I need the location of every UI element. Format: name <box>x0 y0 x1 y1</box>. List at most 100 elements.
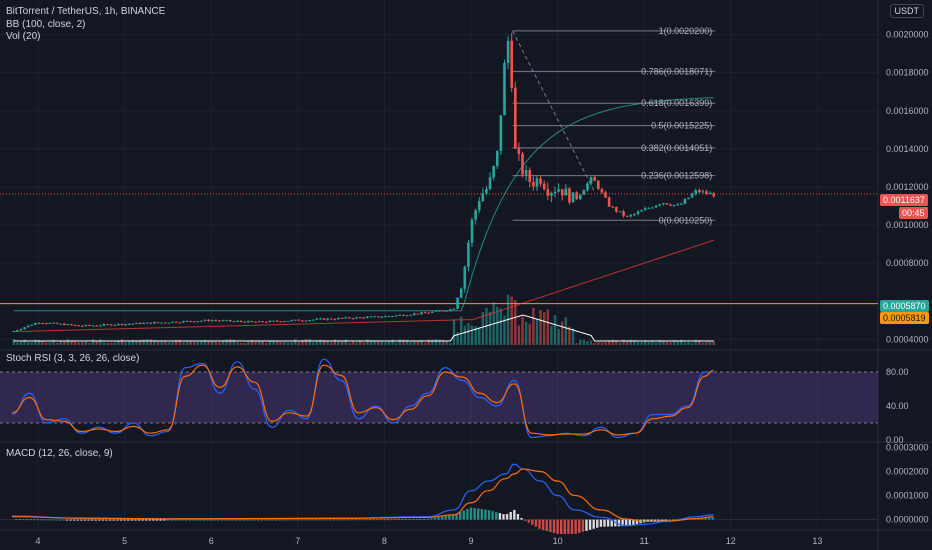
macd-histogram-bar <box>321 519 325 521</box>
macd-histogram-bar <box>296 519 299 521</box>
volume-bar <box>510 296 513 345</box>
volume-bar <box>405 339 409 345</box>
macd-histogram-bar <box>466 509 469 520</box>
macd-histogram-bar <box>62 519 65 521</box>
macd-label[interactable]: MACD (12, 26, close, 9) <box>6 448 113 459</box>
candle-body <box>600 188 604 193</box>
volume-bar <box>34 339 37 345</box>
candle-body <box>293 319 297 321</box>
volume-bar <box>546 309 549 345</box>
macd-histogram-bar <box>469 507 473 520</box>
candle-body <box>99 325 102 327</box>
macd-histogram-bar <box>596 519 599 528</box>
volume-indicator-label[interactable]: Vol (20) <box>6 31 41 42</box>
macd-histogram-bar <box>624 519 628 527</box>
candle-body <box>171 321 174 323</box>
candle-body <box>503 62 506 116</box>
price-tick-label: 0.0012000 <box>886 182 929 192</box>
volume-bar <box>106 342 109 345</box>
candle-body <box>405 315 409 317</box>
volume-bar <box>247 341 250 345</box>
stoch-rsi-label[interactable]: Stoch RSI (3, 3, 26, 26, close) <box>6 353 140 364</box>
macd-histogram-bar <box>98 519 101 521</box>
volume-bar <box>243 342 246 345</box>
currency-badge[interactable]: USDT <box>889 4 924 18</box>
macd-histogram-bar <box>527 519 530 523</box>
bb-indicator-label[interactable]: BB (100, close, 2) <box>6 19 86 30</box>
macd-histogram-bar <box>134 519 137 521</box>
candle-body <box>694 189 698 194</box>
macd-histogram-bar <box>141 519 144 521</box>
macd-histogram-bar <box>33 519 36 521</box>
macd-histogram-bar <box>343 519 346 521</box>
candle-body <box>369 316 373 318</box>
macd-histogram-bar <box>578 519 581 533</box>
macd-histogram-bar <box>448 515 451 520</box>
candle-body <box>564 188 568 196</box>
macd-histogram-bar <box>491 511 494 520</box>
macd-histogram-bar <box>347 519 350 521</box>
candle-body <box>679 203 683 205</box>
macd-histogram-bar <box>509 511 512 520</box>
volume-bar <box>467 322 470 345</box>
macd-histogram-bar <box>473 508 476 520</box>
macd-histogram-bar <box>123 519 126 521</box>
macd-histogram-bar <box>513 509 516 520</box>
macd-histogram-bar <box>462 510 465 520</box>
candle-body <box>701 191 705 193</box>
volume-bar <box>214 341 218 345</box>
volume-bar <box>524 321 528 345</box>
candle-body <box>358 317 362 319</box>
candle-body <box>225 320 228 322</box>
volume-bar <box>503 315 506 345</box>
macd-histogram-bar <box>260 519 263 521</box>
candle-body <box>416 313 420 315</box>
macd-histogram-bar <box>329 519 332 521</box>
candle-body <box>423 312 427 314</box>
macd-histogram-bar <box>152 519 155 521</box>
volume-bar <box>564 317 568 345</box>
candle-body <box>185 320 189 322</box>
candle-body <box>286 320 290 322</box>
candle-body <box>391 316 394 318</box>
candle-body <box>597 180 600 189</box>
candle-body <box>26 325 30 328</box>
macd-histogram-bar <box>76 519 79 521</box>
macd-histogram-bar <box>274 519 278 521</box>
volume-bar <box>138 340 142 345</box>
volume-bar <box>131 339 135 345</box>
macd-histogram-bar <box>372 519 375 521</box>
candle-body <box>214 320 218 322</box>
candle-body <box>708 193 712 195</box>
candle-body <box>124 324 127 326</box>
volume-bar <box>265 342 268 345</box>
volume-bar <box>672 339 676 345</box>
macd-histogram-bar <box>484 509 487 520</box>
macd-histogram-bar <box>116 519 119 521</box>
candle-body <box>243 321 246 323</box>
macd-histogram-bar <box>621 519 624 527</box>
macd-histogram-bar <box>318 519 321 521</box>
volume-bar <box>95 341 98 345</box>
volume-bar <box>203 339 207 345</box>
macd-histogram-bar <box>354 519 357 521</box>
macd-histogram-bar <box>477 508 480 520</box>
candle-body <box>366 316 369 318</box>
volume-bar <box>167 342 171 345</box>
candle-body <box>34 323 37 325</box>
candle-body <box>690 193 694 198</box>
macd-histogram-bar <box>567 519 570 535</box>
volume-bar <box>391 339 394 345</box>
price-tick-label: 0.0014000 <box>886 144 929 154</box>
candle-body <box>420 312 423 315</box>
candle-body <box>636 211 640 214</box>
volume-bar <box>687 342 690 345</box>
volume-bar <box>30 342 33 345</box>
volume-bar <box>337 341 340 345</box>
macd-histogram-bar <box>495 512 498 520</box>
fib-level-label: 0.618(0.0016399) <box>641 98 712 108</box>
macd-histogram-bar <box>397 519 401 521</box>
volume-bar <box>521 316 524 345</box>
axes: 0.0020000 0.0018000 0.0016000 0.0014000 0.00… <box>35 30 928 546</box>
candle-body <box>88 325 91 327</box>
